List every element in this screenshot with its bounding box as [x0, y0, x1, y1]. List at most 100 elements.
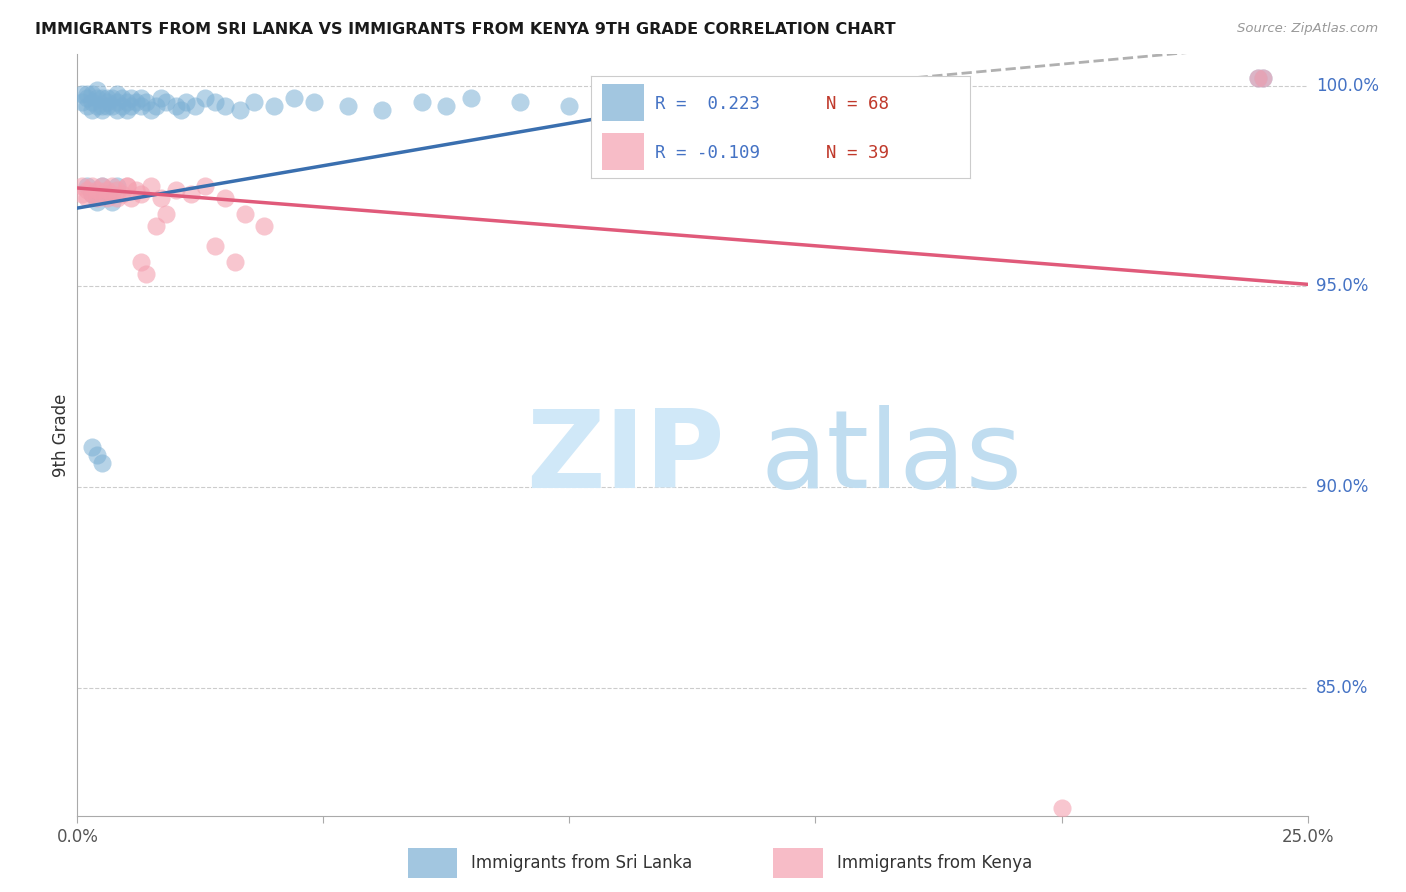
Bar — [602, 133, 644, 170]
Point — [145, 219, 167, 234]
Text: R = -0.109: R = -0.109 — [655, 144, 761, 161]
Point — [115, 103, 138, 117]
Point — [86, 83, 108, 97]
Point — [105, 183, 128, 197]
Point — [509, 95, 531, 109]
Point — [145, 99, 167, 113]
Point — [170, 103, 193, 117]
Point — [76, 191, 98, 205]
Point — [86, 191, 108, 205]
Y-axis label: 9th Grade: 9th Grade — [52, 393, 70, 476]
Point — [105, 103, 128, 117]
Text: N = 39: N = 39 — [825, 144, 889, 161]
Point — [436, 99, 458, 113]
Point — [90, 178, 114, 194]
Text: 95.0%: 95.0% — [1316, 277, 1368, 295]
Text: ZIP: ZIP — [526, 405, 725, 511]
Point — [96, 95, 118, 109]
Point — [82, 87, 104, 101]
Point — [125, 183, 148, 197]
Point — [165, 99, 187, 113]
Point — [115, 178, 138, 194]
Point — [96, 191, 118, 205]
Point — [129, 255, 153, 269]
Point — [86, 195, 108, 210]
Point — [82, 440, 104, 454]
Point — [155, 207, 177, 221]
Point — [76, 183, 98, 197]
Point — [96, 99, 118, 113]
Point — [105, 87, 128, 101]
Point — [204, 239, 226, 253]
Point — [214, 99, 236, 113]
Point — [1247, 70, 1270, 85]
Point — [283, 91, 305, 105]
Point — [155, 95, 177, 109]
Point — [76, 87, 98, 101]
Point — [224, 255, 246, 269]
Text: R =  0.223: R = 0.223 — [655, 95, 761, 112]
Point — [101, 99, 124, 113]
Point — [96, 91, 118, 105]
Point — [194, 91, 217, 105]
Point — [460, 91, 482, 105]
Text: IMMIGRANTS FROM SRI LANKA VS IMMIGRANTS FROM KENYA 9TH GRADE CORRELATION CHART: IMMIGRANTS FROM SRI LANKA VS IMMIGRANTS … — [35, 22, 896, 37]
Point — [302, 95, 325, 109]
Point — [101, 178, 124, 194]
Text: Immigrants from Kenya: Immigrants from Kenya — [837, 854, 1032, 872]
Point — [105, 178, 128, 194]
Point — [129, 187, 153, 202]
Point — [90, 187, 114, 202]
Point — [204, 95, 226, 109]
Point — [129, 91, 153, 105]
Point — [150, 191, 173, 205]
Text: Immigrants from Sri Lanka: Immigrants from Sri Lanka — [471, 854, 692, 872]
Point — [90, 103, 114, 117]
Point — [1050, 801, 1073, 815]
Point — [174, 95, 197, 109]
Text: 85.0%: 85.0% — [1316, 679, 1368, 697]
Point — [253, 219, 276, 234]
Point — [76, 178, 98, 194]
Point — [105, 95, 128, 109]
Point — [101, 91, 124, 105]
Point — [105, 191, 128, 205]
Point — [90, 91, 114, 105]
Point — [121, 99, 143, 113]
Point — [111, 91, 132, 105]
Text: 90.0%: 90.0% — [1316, 478, 1368, 496]
Point — [115, 178, 138, 194]
Point — [233, 207, 256, 221]
Point — [184, 99, 207, 113]
Point — [70, 187, 93, 202]
Bar — [408, 848, 457, 878]
Point — [165, 183, 187, 197]
Point — [243, 95, 266, 109]
Point — [135, 95, 157, 109]
Point — [411, 95, 433, 109]
Point — [76, 99, 98, 113]
Point — [70, 95, 93, 109]
Point — [96, 183, 118, 197]
Point — [82, 95, 104, 109]
Point — [194, 178, 217, 194]
Point — [141, 103, 163, 117]
Point — [1247, 70, 1270, 85]
Point — [141, 178, 163, 194]
Point — [96, 187, 118, 202]
Point — [90, 456, 114, 470]
Point — [371, 103, 394, 117]
Text: Source: ZipAtlas.com: Source: ZipAtlas.com — [1237, 22, 1378, 36]
Point — [129, 99, 153, 113]
Text: atlas: atlas — [761, 405, 1022, 511]
Point — [337, 99, 360, 113]
Point — [90, 178, 114, 194]
Point — [86, 448, 108, 462]
Point — [115, 95, 138, 109]
Point — [70, 87, 93, 101]
Point — [76, 91, 98, 105]
Point — [90, 99, 114, 113]
Point — [214, 191, 236, 205]
Point — [82, 187, 104, 202]
Text: 100.0%: 100.0% — [1316, 77, 1379, 95]
